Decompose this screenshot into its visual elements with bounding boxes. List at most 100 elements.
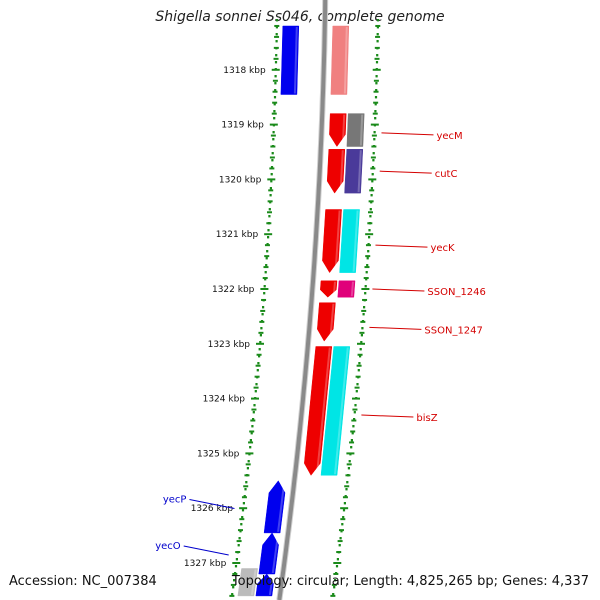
inner-ruler-dot xyxy=(239,530,242,533)
outer-ruler-dot xyxy=(370,187,373,190)
inner-ruler-dot xyxy=(270,173,273,176)
inner-ruler-dot xyxy=(258,355,261,358)
inner-ruler-dot xyxy=(241,516,244,519)
inner-ruler-dot xyxy=(273,117,276,120)
outer-ruler-dot xyxy=(348,460,351,463)
gene-feature-forward[interactable] xyxy=(326,149,346,194)
outer-ruler-dot xyxy=(341,523,344,526)
outer-ruler-dot xyxy=(334,579,337,582)
outer-ruler-dot xyxy=(336,558,339,561)
inner-ruler-dot xyxy=(249,446,252,449)
outer-ruler-dot xyxy=(342,516,345,519)
inner-ruler-dot xyxy=(251,425,254,428)
inner-ruler-dot xyxy=(263,292,266,295)
tick-label: 1324 kbp xyxy=(203,395,246,405)
inner-ruler-dot xyxy=(233,579,236,582)
gene-feature-forward[interactable] xyxy=(329,113,347,147)
gene-feature-forward[interactable] xyxy=(330,25,350,95)
inner-ruler-dot xyxy=(258,348,261,351)
tick-label: 1327 kbp xyxy=(184,559,227,569)
inner-ruler-dot xyxy=(267,236,270,239)
outer-ruler-dot xyxy=(350,439,353,442)
outer-ruler-dot xyxy=(363,306,366,309)
outer-ruler-dot xyxy=(369,215,372,218)
inner-ruler-dot xyxy=(245,481,248,484)
outer-ruler-dot xyxy=(332,593,335,596)
gene-feature-forward[interactable] xyxy=(304,346,333,476)
gene-feature-highlight xyxy=(357,150,362,193)
outer-ruler-dot xyxy=(357,369,360,372)
outer-ruler-dot xyxy=(366,264,369,267)
gene-label-yeck[interactable]: yecK xyxy=(430,243,455,254)
gene-feature-forward[interactable] xyxy=(339,209,360,273)
gene-feature-highlight xyxy=(334,210,341,272)
gene-feature-forward[interactable] xyxy=(337,280,356,298)
inner-ruler-dot xyxy=(231,593,234,596)
inner-ruler-dot xyxy=(273,110,276,113)
outer-ruler-dot xyxy=(374,110,377,113)
outer-ruler-dot xyxy=(333,586,336,589)
gene-feature-forward[interactable] xyxy=(344,149,364,194)
gene-label-sson_1247[interactable]: SSON_1247 xyxy=(424,325,483,336)
gene-feature-forward[interactable] xyxy=(346,113,365,147)
outer-ruler-dot xyxy=(365,271,368,274)
outer-ruler-dot xyxy=(346,481,349,484)
tick-label: 1319 kbp xyxy=(221,121,264,131)
inner-ruler-dot xyxy=(274,75,277,78)
gene-feature-forward[interactable] xyxy=(317,302,336,342)
outer-ruler-dot xyxy=(350,446,353,449)
outer-ruler-dot xyxy=(367,250,370,253)
gene-feature-forward[interactable] xyxy=(320,280,338,298)
tick-label: 1321 kbp xyxy=(216,230,259,240)
gene-feature-highlight xyxy=(339,150,344,193)
inner-ruler-dot xyxy=(253,404,256,407)
gene-label-cutc[interactable]: cutC xyxy=(435,169,458,180)
inner-ruler-dot xyxy=(252,411,255,414)
outer-ruler-dot xyxy=(369,208,372,211)
gene-feature-highlight xyxy=(268,575,274,595)
outer-ruler-dot xyxy=(351,432,354,435)
gene-feature-forward[interactable] xyxy=(322,209,342,274)
outer-ruler-dot xyxy=(366,257,369,260)
inner-ruler-dot xyxy=(268,208,271,211)
gene-label-yecp[interactable]: yecP xyxy=(163,494,187,505)
outer-ruler-dot xyxy=(353,418,356,421)
outer-ruler-dot xyxy=(353,411,356,414)
outer-ruler-dot xyxy=(359,355,362,358)
inner-ruler-dot xyxy=(264,278,267,281)
genome-backbone xyxy=(277,0,328,600)
accession-text: Accession: NC_007384 xyxy=(9,574,157,589)
tick-label: 1325 kbp xyxy=(197,449,240,459)
gene-feature-reverse[interactable] xyxy=(280,25,300,95)
outer-ruler-dot xyxy=(368,229,371,232)
topology-text: Topology: circular; Length: 4,825,265 bp… xyxy=(231,574,589,589)
gene-feature-highlight xyxy=(329,303,335,341)
inner-ruler-dot xyxy=(265,257,268,260)
outer-ruler-dot xyxy=(365,278,368,281)
gene-feature-highlight xyxy=(293,27,298,94)
outer-ruler-dot xyxy=(376,33,379,36)
inner-ruler-dot xyxy=(250,432,253,435)
outer-ruler-dot xyxy=(375,89,378,92)
gene-features-group xyxy=(237,25,365,597)
inner-ruler-dot xyxy=(271,152,274,155)
gene-feature-reverse[interactable] xyxy=(255,573,274,597)
gene-label-yeco[interactable]: yecO xyxy=(155,541,181,552)
tick-label: 1323 kbp xyxy=(208,340,251,350)
gene-feature-highlight xyxy=(332,281,336,297)
gene-feature-reverse[interactable] xyxy=(237,568,258,597)
outer-ruler-dot xyxy=(371,180,374,183)
gene-label-sson_1246[interactable]: SSON_1246 xyxy=(427,287,486,298)
inner-ruler-dot xyxy=(255,383,258,386)
gene-feature-forward[interactable] xyxy=(320,346,351,476)
outer-ruler-dot xyxy=(347,467,350,470)
gene-feature-highlight xyxy=(271,533,280,573)
gene-label-bisz[interactable]: bisZ xyxy=(416,413,437,424)
outer-ruler-dot xyxy=(359,348,362,351)
gene-label-leader xyxy=(375,244,428,248)
inner-ruler-dot xyxy=(237,544,240,547)
outer-ruler-dot xyxy=(356,383,359,386)
inner-ruler-dot xyxy=(273,103,276,106)
gene-label-yecm[interactable]: yecM xyxy=(436,131,462,142)
outer-ruler-dot xyxy=(374,96,378,99)
